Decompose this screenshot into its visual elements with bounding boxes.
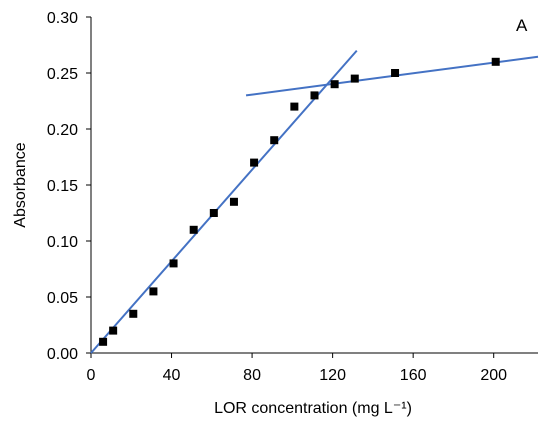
x-tick-label: 160 xyxy=(400,367,427,384)
data-point xyxy=(109,326,118,335)
data-points xyxy=(99,57,500,346)
y-tick-label: 0.30 xyxy=(47,10,78,27)
data-point xyxy=(149,287,158,296)
data-point xyxy=(290,102,299,111)
x-tick-label: 200 xyxy=(480,367,507,384)
x-axis-title: LOR concentration (mg L⁻¹) xyxy=(214,400,412,417)
y-tick-label: 0.15 xyxy=(47,178,78,195)
y-tick-label: 0.25 xyxy=(47,66,78,83)
y-tick-label: 0.00 xyxy=(47,346,78,363)
panel-label: A xyxy=(516,16,528,35)
fit-line-1 xyxy=(90,49,358,354)
data-point xyxy=(99,337,108,346)
x-tick-label: 40 xyxy=(163,367,181,384)
data-point xyxy=(491,57,500,66)
data-point xyxy=(310,91,319,100)
y-tick-label: 0.20 xyxy=(47,122,78,139)
data-point xyxy=(250,158,259,167)
data-point xyxy=(229,197,238,206)
data-point xyxy=(330,80,339,89)
x-tick-label: 80 xyxy=(243,367,261,384)
data-point xyxy=(189,225,198,234)
data-point xyxy=(270,136,279,145)
y-axis-title: Absorbance xyxy=(12,142,29,227)
y-tick-label: 0.10 xyxy=(47,234,78,251)
data-point xyxy=(391,69,400,77)
y-tick-label: 0.05 xyxy=(47,290,78,307)
x-tick-label: 120 xyxy=(319,367,346,384)
data-point xyxy=(129,309,138,318)
x-tick-label: 0 xyxy=(87,367,96,384)
axis-labels: A LOR concentration (mg L⁻¹) Absorbance xyxy=(12,16,528,417)
axes: 0.00 0.05 0.10 0.15 0.20 0.25 0.30 0 40 80 120 160 2… xyxy=(47,10,538,384)
data-point xyxy=(169,259,178,268)
data-point xyxy=(209,209,218,217)
data-point xyxy=(350,74,359,83)
